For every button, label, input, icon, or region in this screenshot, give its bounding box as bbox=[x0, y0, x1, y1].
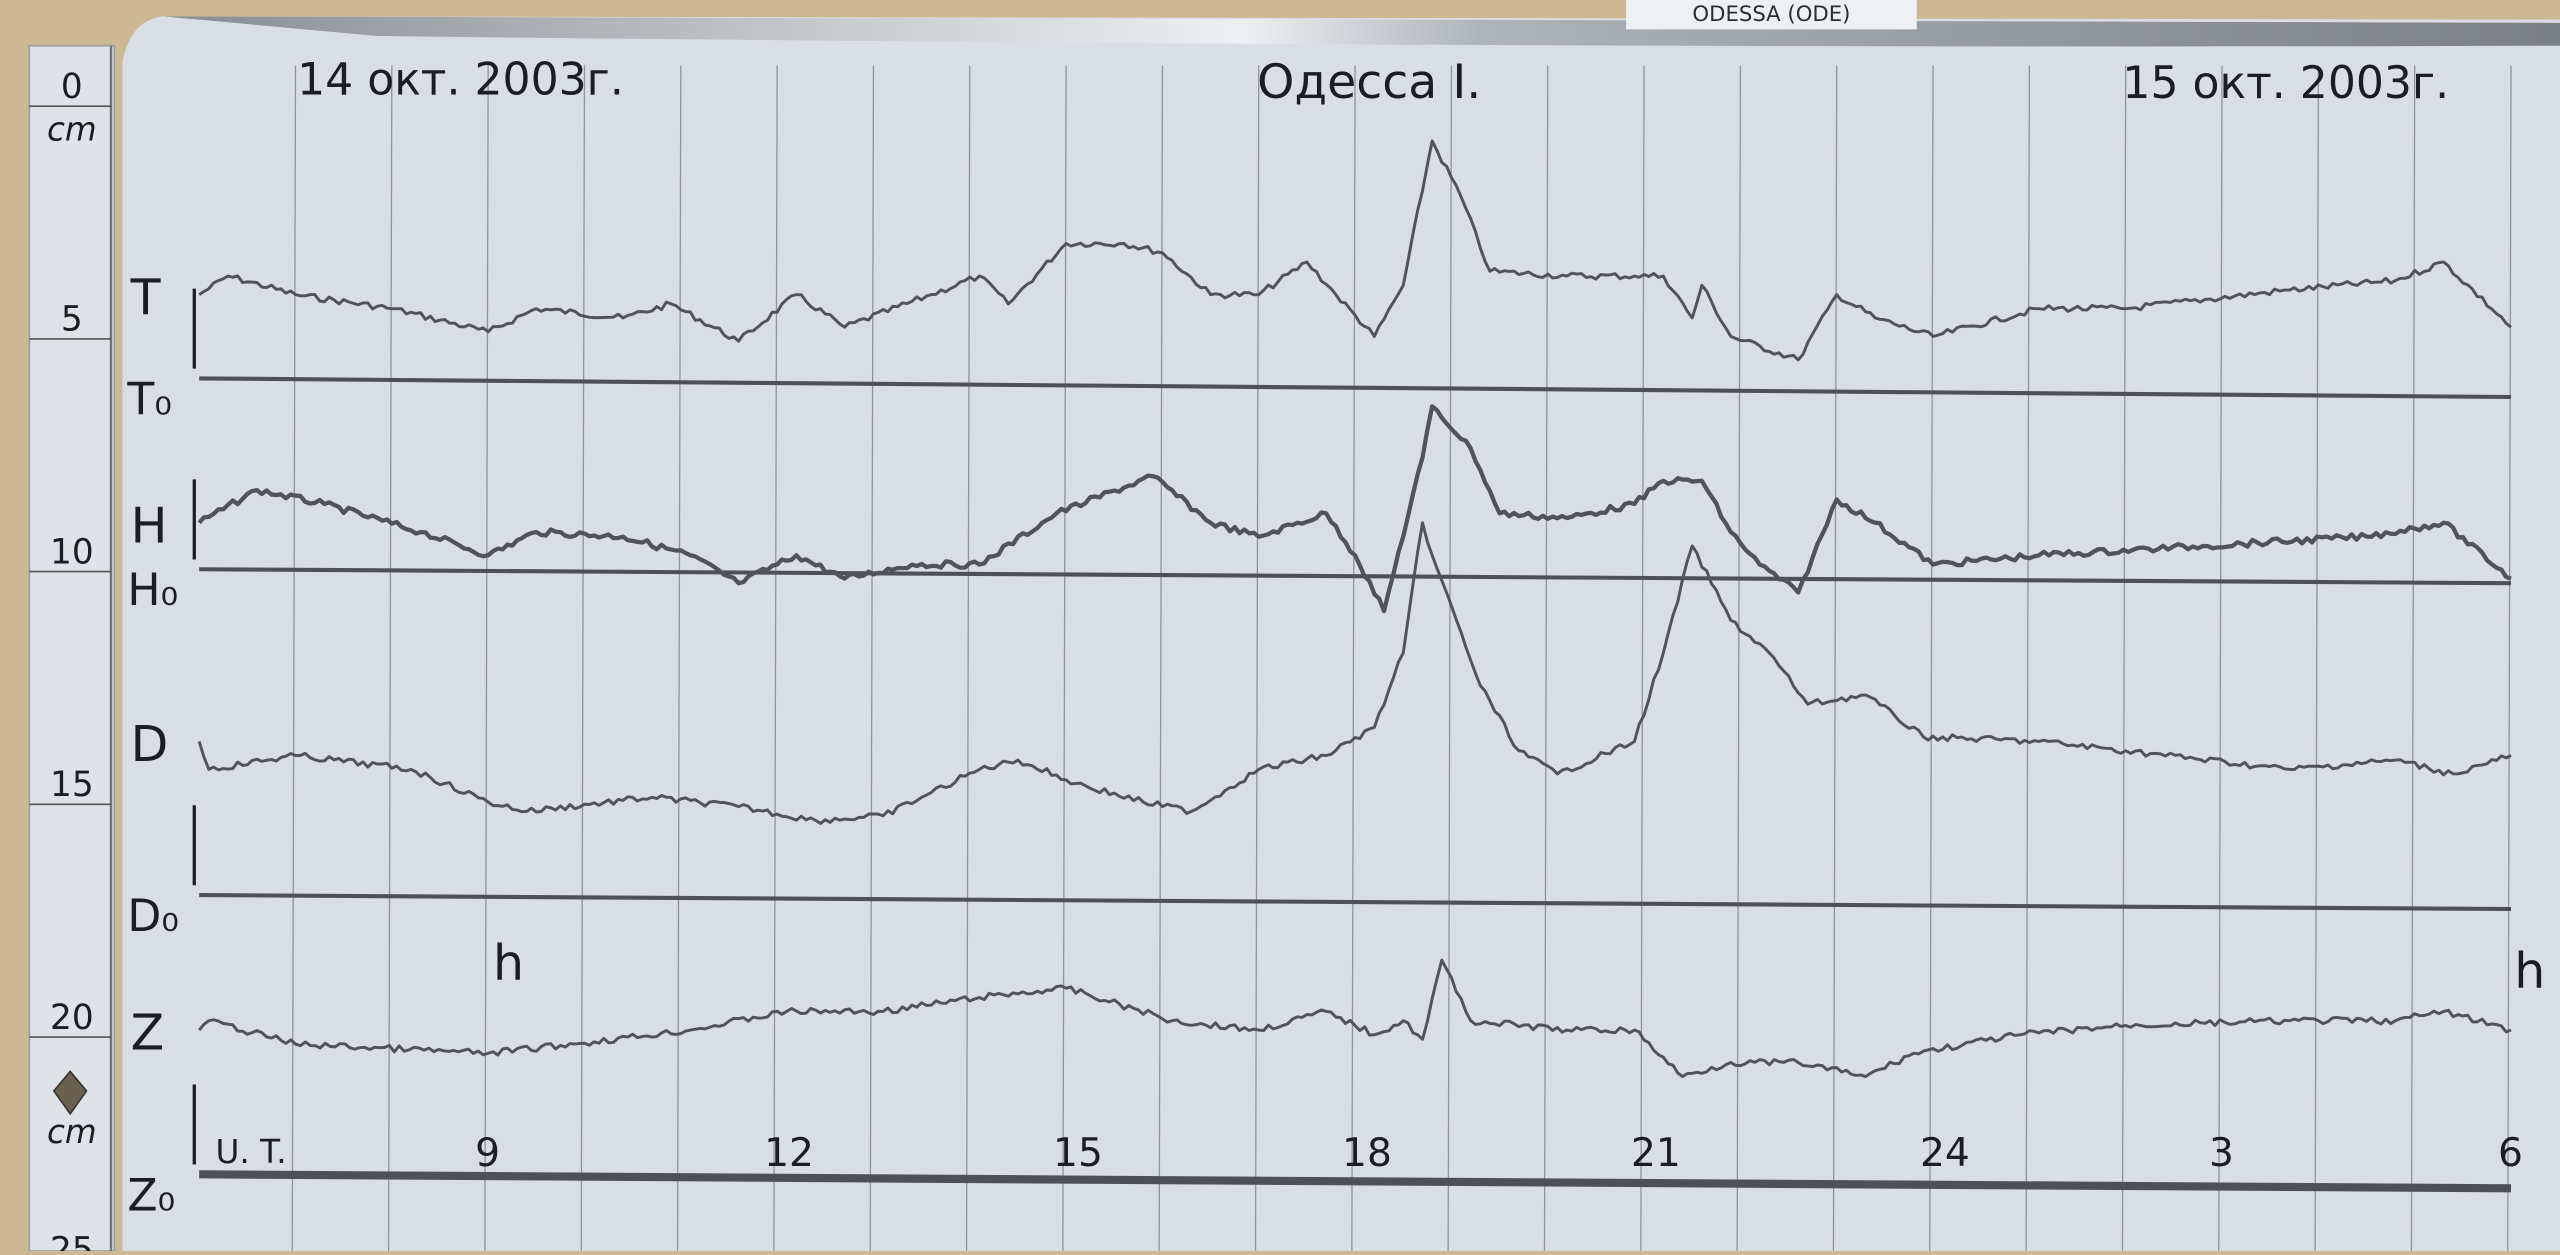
x-tick-label: 3 bbox=[2209, 1131, 2234, 1176]
x-tick-label: 12 bbox=[764, 1131, 814, 1176]
baselines bbox=[192, 288, 2512, 1193]
trace-D bbox=[197, 521, 2512, 825]
trace-H bbox=[197, 404, 2512, 614]
cm-ruler bbox=[28, 44, 116, 1252]
ruler-label: 0 bbox=[61, 67, 83, 107]
grid-line bbox=[965, 65, 971, 1252]
x-tick-label: 9 bbox=[475, 1131, 500, 1176]
baseline-T bbox=[199, 376, 2512, 400]
paper-glare bbox=[163, 16, 2560, 47]
ruler-labels: 0 5 10 15 20 25 cm cm bbox=[29, 67, 112, 1255]
series-label-D: D bbox=[131, 716, 169, 773]
hour-grid bbox=[291, 65, 2512, 1252]
baseline-label-H: H₀ bbox=[127, 565, 178, 616]
grid-line bbox=[1062, 65, 1067, 1252]
baseline-Z bbox=[199, 1170, 2512, 1193]
baseline-H bbox=[199, 567, 2512, 586]
grid-line bbox=[1736, 65, 1742, 1252]
x-tick-label: 15 bbox=[1053, 1131, 1103, 1176]
grid-line bbox=[1254, 65, 1260, 1252]
grid-line bbox=[387, 65, 393, 1252]
baseline-D bbox=[199, 893, 2512, 912]
station-title: Одесса I. bbox=[1257, 55, 1481, 110]
grid-line bbox=[1832, 65, 1838, 1252]
grid-line bbox=[1543, 65, 1549, 1252]
x-tick-labels: 9 12 15 18 21 24 3 6 bbox=[475, 1131, 2523, 1176]
grid-line bbox=[1447, 65, 1453, 1252]
grid-line bbox=[580, 65, 586, 1252]
date-right: 15 окт. 2003г. bbox=[2122, 58, 2449, 109]
x-tick-label: 6 bbox=[2498, 1131, 2523, 1176]
grid-line bbox=[1351, 65, 1356, 1252]
x-axis-label: U. T. bbox=[216, 1133, 287, 1171]
odessa-tag: ODESSA (ODE) bbox=[1626, 0, 1917, 30]
ruler-label: 25 bbox=[50, 1231, 94, 1251]
grid-line bbox=[773, 65, 778, 1252]
grid-line bbox=[2314, 65, 2320, 1252]
paper bbox=[122, 16, 2560, 1251]
grid-line bbox=[676, 65, 682, 1252]
trace-T bbox=[198, 139, 2512, 362]
grid-line bbox=[1158, 65, 1164, 1252]
grid-line bbox=[2507, 65, 2512, 1252]
tag-label: ODESSA (ODE) bbox=[1692, 2, 1850, 27]
ruler-label: 15 bbox=[50, 765, 94, 805]
traces bbox=[197, 139, 2512, 1079]
series-labels: T T₀ H H₀ D D₀ Z Z₀ bbox=[126, 269, 179, 1221]
trace-Z bbox=[198, 958, 2512, 1079]
baseline-label-Z: Z₀ bbox=[127, 1170, 175, 1221]
series-label-Z: Z bbox=[131, 1005, 165, 1062]
hour-mark-right: h bbox=[2514, 943, 2545, 1000]
baseline-label-T: T₀ bbox=[126, 374, 172, 425]
x-tick-label: 24 bbox=[1920, 1131, 1970, 1176]
ruler-label: 5 bbox=[61, 300, 83, 340]
x-tick-label: 18 bbox=[1342, 1131, 1392, 1176]
grid-line bbox=[2218, 65, 2223, 1252]
x-tick-label: 21 bbox=[1631, 1131, 1681, 1176]
grid-line bbox=[1929, 65, 1934, 1252]
series-label-H: H bbox=[131, 497, 168, 554]
ruler-label: 20 bbox=[50, 998, 94, 1038]
baseline-label-D: D₀ bbox=[127, 891, 179, 942]
ruler-label: 10 bbox=[50, 532, 94, 572]
series-label-T: T bbox=[130, 269, 162, 326]
ruler-unit: cm bbox=[47, 1113, 97, 1151]
grid-line bbox=[869, 65, 875, 1252]
date-left: 14 окт. 2003г. bbox=[297, 55, 624, 106]
ruler-unit: cm bbox=[47, 110, 97, 148]
ruler-knob-icon bbox=[52, 1070, 88, 1116]
hour-mark-left: h bbox=[493, 935, 524, 992]
grid-line bbox=[2410, 65, 2416, 1252]
grid-line bbox=[2025, 65, 2031, 1252]
grid-line bbox=[291, 65, 297, 1252]
grid-line bbox=[2121, 65, 2127, 1252]
grid-line bbox=[1640, 65, 1645, 1252]
